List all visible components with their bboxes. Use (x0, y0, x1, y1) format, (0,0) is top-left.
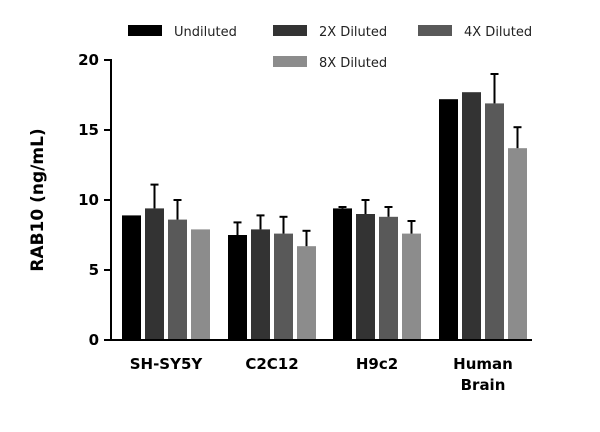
bar (168, 219, 187, 340)
legend-swatch (273, 56, 307, 67)
x-tick-labels: SH-SY5Y C2C12 H9c2 Human Brain (130, 355, 513, 394)
x-tick-label: C2C12 (245, 355, 298, 373)
legend-swatch (418, 25, 452, 36)
x-tick-label: Human (453, 355, 513, 373)
bar (508, 148, 527, 340)
bar (333, 208, 352, 340)
bar (356, 214, 375, 340)
bar (251, 229, 270, 340)
bar (145, 208, 164, 340)
bar (439, 99, 458, 340)
x-tick-label: SH-SY5Y (130, 355, 204, 373)
bars (122, 92, 527, 341)
bar (274, 233, 293, 340)
bar (122, 215, 141, 340)
legend-label: 8X Diluted (319, 56, 387, 71)
y-ticks: 0 5 10 15 20 (78, 51, 111, 349)
y-axis-title: RAB10 (ng/mL) (28, 128, 48, 271)
bar (297, 246, 316, 340)
legend-swatch (273, 25, 307, 36)
bar (485, 103, 504, 341)
bar (191, 229, 210, 340)
legend-label: 4X Diluted (464, 25, 532, 40)
legend-item: 4X Diluted (418, 25, 532, 40)
y-tick-label: 0 (89, 331, 99, 349)
y-tick-label: 5 (89, 261, 99, 279)
y-tick-label: 15 (78, 121, 99, 139)
legend-label: Undiluted (174, 25, 237, 40)
legend-item: 8X Diluted (273, 56, 387, 71)
y-tick-label: 10 (78, 191, 99, 209)
bar (462, 92, 481, 340)
x-tick-label: Brain (461, 376, 506, 394)
legend-label: 2X Diluted (319, 25, 387, 40)
legend-item: 2X Diluted (273, 25, 387, 40)
bar (402, 233, 421, 340)
x-tick-label: H9c2 (356, 355, 398, 373)
bar (228, 235, 247, 340)
legend-swatch (128, 25, 162, 36)
legend: Undiluted 2X Diluted 4X Diluted 8X Diluted (128, 25, 532, 71)
error-bars (150, 73, 522, 247)
legend-item: Undiluted (128, 25, 237, 40)
bar (379, 216, 398, 340)
y-tick-label: 20 (78, 51, 99, 69)
